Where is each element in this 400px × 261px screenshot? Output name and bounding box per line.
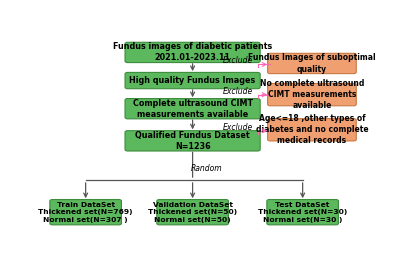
FancyBboxPatch shape (125, 42, 260, 63)
FancyBboxPatch shape (125, 99, 260, 119)
Text: Age<=18 ,other types of
diabetes and no complete
medical records: Age<=18 ,other types of diabetes and no … (256, 114, 368, 145)
Text: Random: Random (191, 164, 222, 174)
FancyBboxPatch shape (268, 119, 356, 141)
Text: Exclude: Exclude (222, 56, 253, 65)
Text: High quality Fundus Images: High quality Fundus Images (130, 76, 256, 85)
FancyBboxPatch shape (125, 131, 260, 151)
Text: Exclude: Exclude (222, 123, 253, 132)
FancyBboxPatch shape (268, 53, 356, 74)
FancyBboxPatch shape (267, 199, 338, 225)
Text: No complete ultrasound
CIMT measurements
available: No complete ultrasound CIMT measurements… (260, 79, 364, 110)
FancyBboxPatch shape (50, 199, 122, 225)
Text: Exclude: Exclude (222, 86, 253, 96)
FancyBboxPatch shape (268, 84, 356, 106)
FancyBboxPatch shape (125, 72, 260, 89)
Text: Qualified Fundus Dataset
N=1236: Qualified Fundus Dataset N=1236 (135, 131, 250, 151)
Text: Train DataSet
Thickened set(N=769)
Normal set(N=307 ): Train DataSet Thickened set(N=769) Norma… (38, 202, 133, 223)
Text: Fundus images of diabetic patients
2021.01-2023.11: Fundus images of diabetic patients 2021.… (113, 42, 272, 62)
Text: Test DataSet
Thickened set(N=30)
Normal set(N=30 ): Test DataSet Thickened set(N=30) Normal … (258, 202, 347, 223)
FancyBboxPatch shape (157, 199, 228, 225)
Text: Validation DataSet
Thickened set(N=50)
Normal set(N=50): Validation DataSet Thickened set(N=50) N… (148, 202, 237, 223)
Text: Fundus Images of suboptimal
quality: Fundus Images of suboptimal quality (248, 54, 376, 74)
Text: Complete ultrasound CIMT
measurements available: Complete ultrasound CIMT measurements av… (132, 99, 253, 119)
